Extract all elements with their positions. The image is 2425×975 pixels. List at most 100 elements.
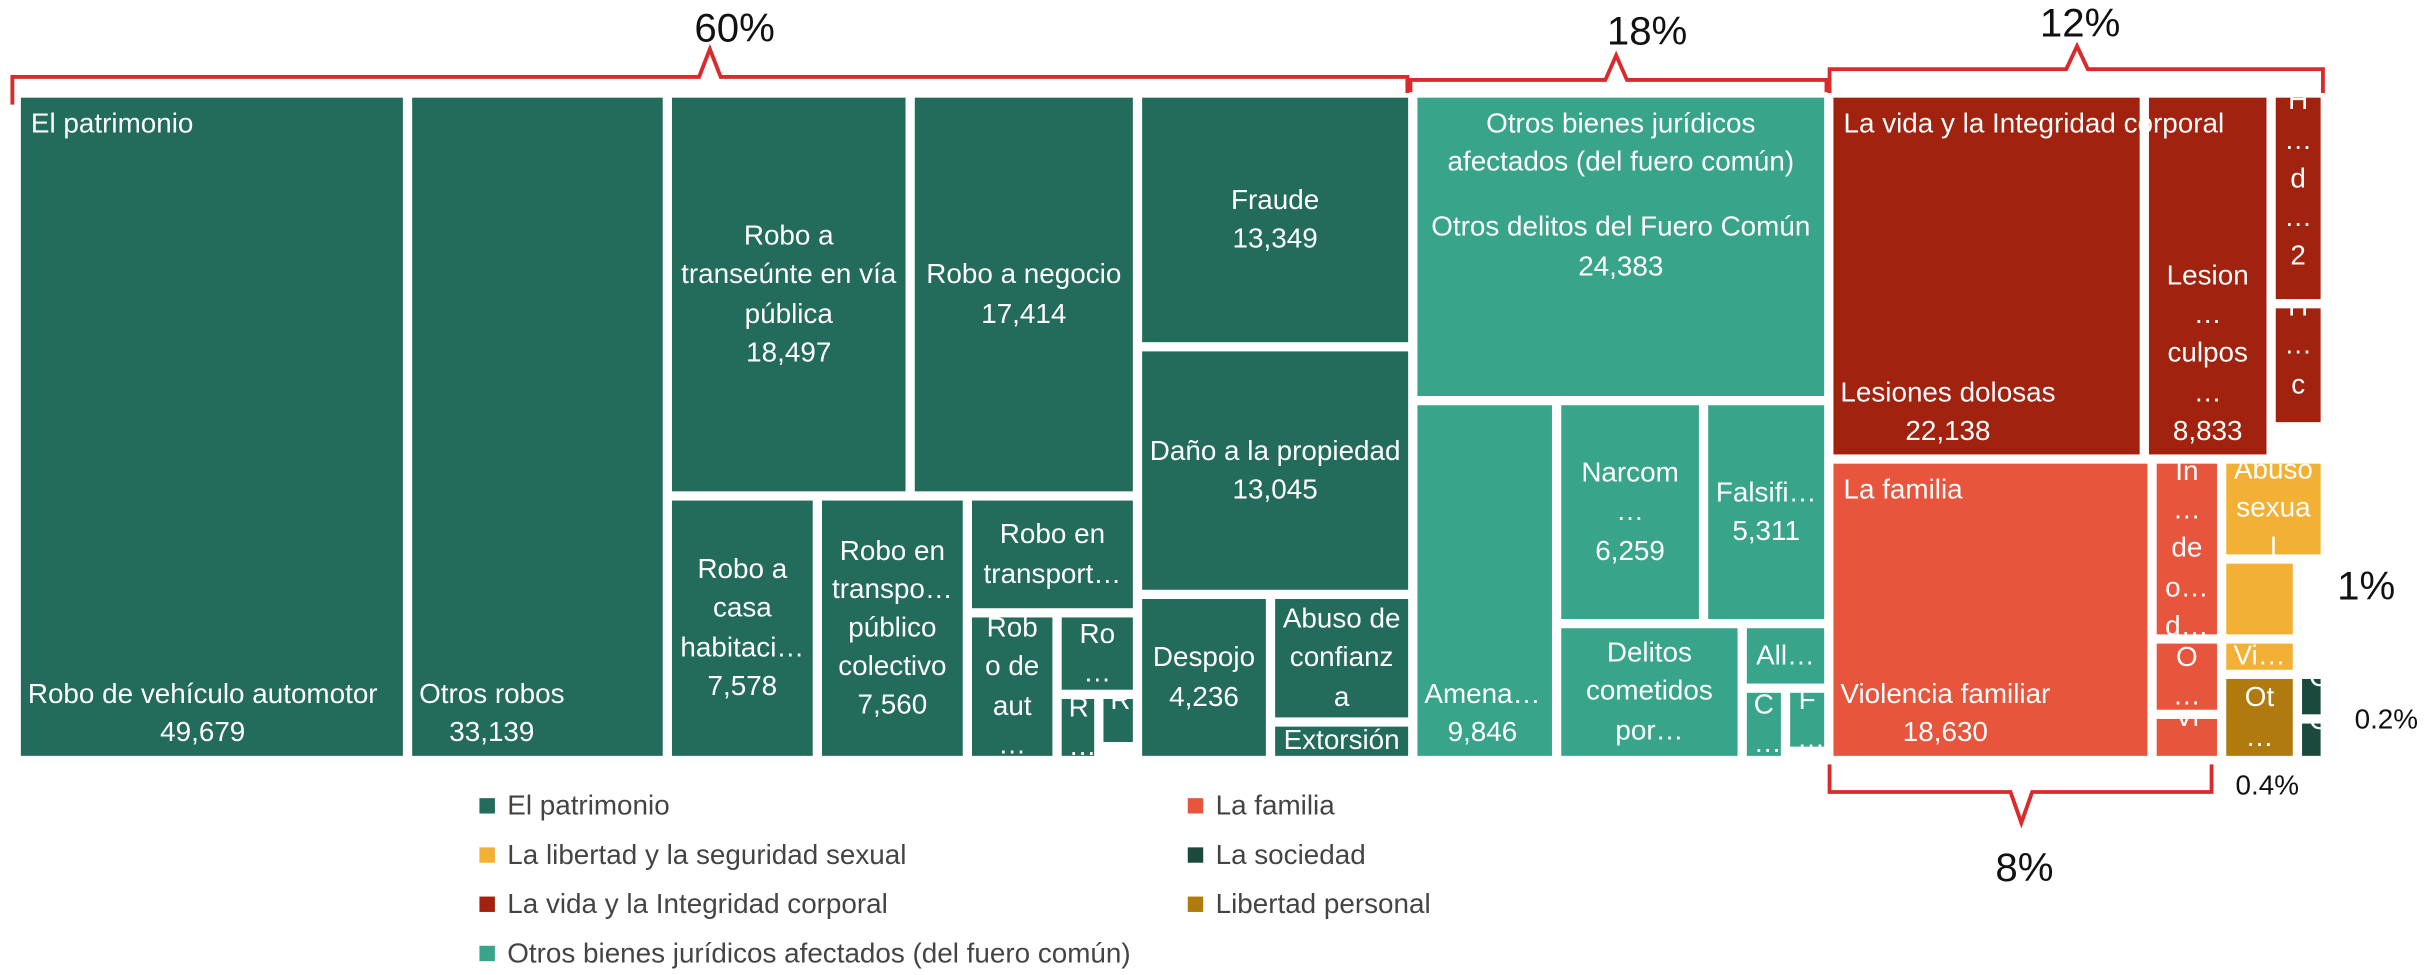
leaf-label: Robo de vehículo automotor [27,677,378,709]
cell-border [1137,93,1413,347]
cell-border [910,93,1138,496]
cell-border [2297,718,2326,761]
cell-content: Vi… [2224,641,2295,672]
cell-content: Otros delitos del Fuero Común 24,383 [1415,95,1826,398]
cell-content: Robo de vehículo automotor 49,679 [19,95,406,758]
leaf-value: 13,349 [1232,222,1318,254]
treemap-cell [969,498,1136,611]
group-label: Otros bienes jurídicos afectados (del fu… [1447,108,1794,177]
cell-text: H… c… [2283,306,2314,424]
cell-label: Violencia familiar 18,630 [1840,675,2050,752]
cell-label: Ot… [2224,677,2295,759]
cell-text: Abuso sexual [2233,461,2313,556]
legend-swatch [479,847,495,863]
cell-content: H… d… 2… [2273,95,2322,301]
cell-content: F… [1788,690,1827,748]
cell-border [2221,674,2298,761]
cell-label: Vi… [2173,717,2201,759]
cell-text: Otros robos 33,139 [419,675,564,752]
legend-label: La familia [1216,790,1336,821]
legend-label: Libertad personal [1216,888,1431,919]
leaf-label: Extorsión [1283,724,1400,756]
treemap-cell [18,95,406,759]
treemap-cell [669,95,908,494]
treemap-cell [2223,641,2296,673]
annotation: 8% [1995,846,2053,890]
treemap-cell [2146,95,2269,457]
cell-label: All… [1756,640,1815,671]
cell-text: O… [2309,721,2323,758]
cell-label: Abuso de confianza [1282,600,1401,716]
cell-content: Ot… [2224,677,2295,759]
leaf-label: C… [2309,677,2323,717]
treemap-cell [1139,596,1269,759]
treemap-cell [1831,461,2150,759]
treemap-cell [1059,615,1136,693]
cell-border [1742,688,1786,761]
treemap-cell [1415,402,1555,759]
cell-border [1556,400,1704,624]
cell-content: Otros robos 33,139 [410,95,665,758]
cell-border [2144,93,2272,460]
cell-text: R… [1110,697,1135,745]
treemap-cell [912,95,1136,494]
leaf-label: H… c… [2284,306,2313,425]
group-label: La vida y la Integridad corporal [1843,108,2224,139]
cell-label: Robo de aut… [985,615,1040,759]
cell-border [1270,722,1413,761]
cell-border [2221,638,2298,675]
legend-label: Otros bienes jurídicos afectados (del fu… [507,937,1130,968]
leaf-label: O… [2309,721,2323,758]
leaf-label: Vi… [2233,641,2286,672]
leaf-value: 17,414 [981,297,1067,329]
legend-swatch [1187,798,1204,814]
cell-border [1098,694,1138,747]
treemap-cell [669,498,816,759]
cell-text: Lesiones dolosas 22,138 [1840,373,2055,450]
cell-border [1412,400,1557,761]
cell-border [1137,346,1413,595]
legend-swatch [1187,896,1204,912]
annotation: 0.4% [2236,770,2299,801]
cell-text: Otros delitos del Fuero Común 24,383 [1431,208,1810,285]
cell-text: C… [1753,690,1782,759]
cell-border [817,495,968,761]
cell-content: R… [1101,697,1135,745]
cell-text: Narcom… 6,259 [1568,454,1692,570]
leaf-label: Robo a negocio [926,258,1122,290]
leaf-label: In… de o… d… [2165,461,2209,637]
annotation: 18% [1607,9,1687,53]
cell-label: Lesiones dolosas 22,138 [1840,373,2055,450]
treemap-cell [1558,402,1702,622]
cell-label: Otros delitos del Fuero Común 24,383 [1415,95,1826,398]
cell-border [667,495,818,761]
cell-label: Abuso sexual [2233,461,2313,556]
annotation: 0.2% [2355,704,2418,735]
leaf-label: Robo en transport… [983,518,1122,589]
leaf-label: F… [1797,690,1825,749]
cell-text: Lesion… culpos… 8,833 [2156,257,2260,451]
cell-label: O… [2309,721,2323,758]
leaf-value: 18,630 [1902,716,1988,748]
cell-text: Fraude 13,349 [1231,181,1319,258]
leaf-label: Robo a transeúnte en vía pública [681,220,897,329]
cell-label: Robo en transport… [983,518,1122,589]
cell-label: Ro… [1079,618,1115,687]
treemap-cell [1744,690,1784,759]
leaf-label: Lesion… culpos… [2166,259,2249,407]
treemap-cell [1139,349,1411,593]
legend-label: La libertad y la seguridad sexual [507,839,906,870]
cell-border [967,612,1058,761]
cell-content: Robo a casa habitaci… 7,578 [670,498,815,758]
cell-content: H… c… [2273,306,2322,424]
cell-content: Delitos cometidos por… [1559,626,1740,758]
cell-text: Abuso de confianza [1282,600,1401,716]
leaf-label: Robo de aut… [985,615,1040,759]
cell-label: Robo a negocio 17,414 [926,258,1122,329]
cell-text: C… [2309,677,2323,717]
cell-content: In… de o… d… [2154,461,2219,636]
cell-text: Violencia familiar 18,630 [1840,675,2050,752]
leaf-label: C… [1753,690,1782,759]
cell-border [2271,93,2326,304]
